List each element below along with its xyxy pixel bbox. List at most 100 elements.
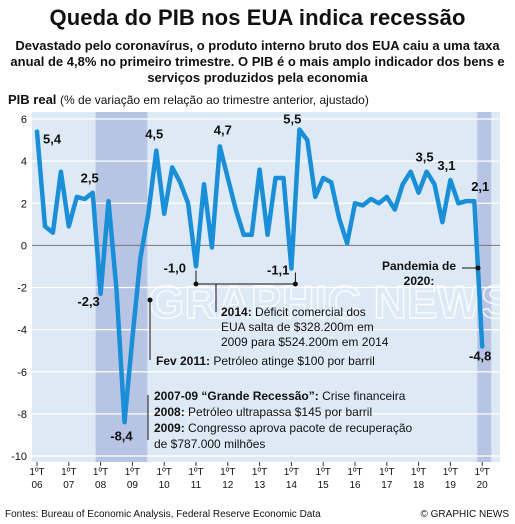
data-point [186, 202, 190, 205]
leader-dot [292, 281, 298, 287]
x-tick-quarter: 1ºT [475, 467, 490, 478]
x-tick-year: 14 [286, 480, 298, 491]
data-point [250, 233, 253, 237]
data-point [441, 221, 444, 224]
data-point [314, 195, 317, 199]
data-point [266, 233, 269, 237]
data-point [409, 170, 412, 173]
data-point [83, 197, 86, 201]
data-point [170, 166, 174, 169]
x-tick-year: 20 [477, 480, 489, 491]
data-point [226, 176, 229, 180]
data-point [306, 138, 309, 142]
annotation-2014-line2: EUA salta de $328.200m em [221, 320, 374, 334]
x-tick-quarter: 1ºT [411, 467, 426, 478]
data-point [51, 231, 55, 234]
data-point [99, 292, 102, 296]
data-point [107, 199, 110, 203]
value-label: -2,3 [77, 294, 99, 309]
data-point [457, 202, 460, 205]
data-point [345, 242, 349, 245]
annotation-pandemic-line1: Pandemia de [382, 259, 456, 273]
x-tick-year: 12 [222, 480, 234, 491]
copyright-credit: © GRAPHIC NEWS [420, 509, 510, 520]
leader-dot [475, 265, 481, 271]
annotation-2009-line2: de $787.000 milhões [154, 437, 265, 451]
y-tick-label: -8 [17, 409, 27, 421]
data-point [322, 176, 325, 180]
x-tick-year: 19 [445, 480, 457, 491]
y-tick-label: -10 [11, 451, 27, 463]
data-point [131, 336, 134, 340]
data-point [274, 176, 277, 180]
data-point [115, 288, 118, 291]
data-point [337, 216, 341, 220]
data-point [298, 128, 301, 131]
data-point [194, 265, 198, 268]
value-label: 3,1 [437, 158, 455, 173]
data-point [465, 199, 468, 203]
leader-dot [193, 281, 199, 287]
x-tick-quarter: 1ºT [347, 467, 362, 478]
value-label: 5,5 [283, 112, 301, 127]
data-point [218, 145, 222, 148]
value-label: 4,7 [214, 122, 232, 137]
x-tick-quarter: 1ºT [93, 467, 108, 478]
annotation-pandemic-line2: 2020: [404, 274, 435, 288]
x-tick-year: 13 [254, 480, 266, 491]
data-point [385, 195, 388, 199]
value-label: 2,1 [471, 179, 489, 194]
x-tick-quarter: 1ºT [379, 467, 394, 478]
data-point [393, 208, 396, 211]
data-point [75, 195, 78, 199]
data-point [43, 225, 47, 228]
x-tick-year: 08 [95, 480, 107, 491]
x-tick-quarter: 1ºT [61, 467, 76, 478]
y-tick-label: -2 [17, 283, 27, 295]
data-point [369, 197, 373, 201]
data-point [202, 183, 206, 186]
y-tick-label: 2 [21, 198, 27, 210]
data-point [417, 191, 420, 194]
y-tick-label: 0 [21, 240, 27, 252]
data-point [361, 204, 365, 207]
data-point [139, 256, 142, 260]
x-tick-quarter: 1ºT [443, 467, 458, 478]
x-tick-quarter: 1ºT [157, 467, 172, 478]
data-point [147, 212, 150, 215]
value-label: 5,4 [43, 132, 62, 147]
y-tick-label: 4 [21, 156, 27, 168]
leader-dot [147, 297, 153, 303]
x-tick-quarter: 1ºT [125, 467, 140, 478]
value-label: -8,4 [110, 428, 133, 443]
data-point [433, 183, 436, 186]
data-point [353, 202, 357, 205]
data-point [91, 191, 94, 194]
chart-subtitle: Devastado pelo coronavírus, o produto in… [10, 38, 505, 85]
y-axis-label: PIB real (% de variação em relação ao tr… [8, 92, 369, 107]
y-tick-label: -4 [17, 325, 27, 337]
annotation-2009: 2009: Congresso aprova pacote de recuper… [154, 421, 413, 435]
x-tick-year: 17 [381, 480, 393, 491]
value-label: -4,8 [469, 348, 491, 363]
data-point [473, 199, 476, 203]
data-point [210, 246, 214, 249]
annotation-feb-2011: Fev 2011: Petróleo atinge $100 por barri… [156, 354, 375, 368]
data-point [59, 170, 63, 173]
x-tick-year: 10 [159, 480, 171, 491]
data-point [163, 212, 166, 215]
annotation-great-recession: 2007-09 “Grande Recessão”: Crise finance… [154, 389, 406, 403]
data-point [178, 180, 182, 184]
data-point [35, 130, 39, 133]
value-label: -1,1 [267, 263, 289, 278]
x-tick-year: 09 [127, 480, 139, 491]
annotation-2014-line3: 2009 para $524.200m em 2014 [221, 335, 389, 349]
data-point [155, 149, 158, 152]
data-point [258, 168, 261, 171]
x-tick-year: 18 [413, 480, 425, 491]
data-point [242, 233, 245, 237]
data-point [290, 267, 293, 270]
value-label: 2,5 [81, 171, 99, 186]
value-label: 4,5 [145, 127, 163, 142]
